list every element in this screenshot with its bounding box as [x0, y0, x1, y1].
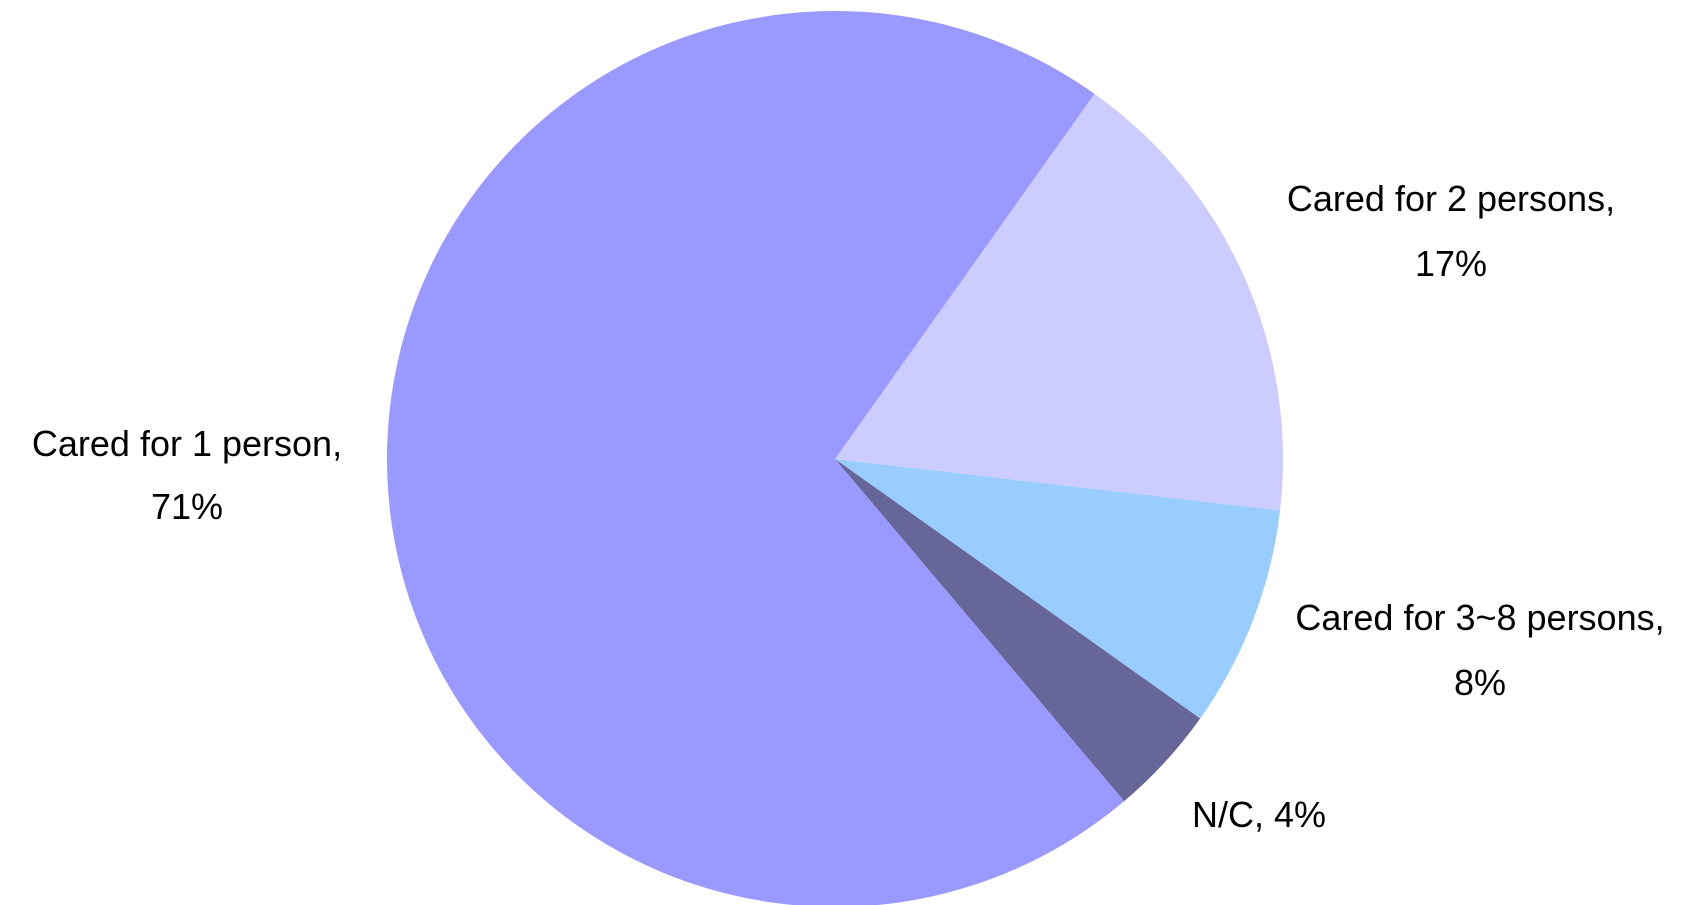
value-label: 4%	[1274, 794, 1326, 835]
pie-slice	[835, 459, 1281, 719]
value-label: 71%	[151, 486, 223, 527]
category-label: Cared for 2 persons,	[1287, 178, 1615, 219]
pie-slice	[387, 11, 1125, 905]
slice-label: N/C, 4%	[1192, 794, 1326, 835]
category-label: N/C,	[1192, 794, 1264, 835]
category-label: Cared for 3~8 persons,	[1295, 597, 1664, 638]
category-label: Cared for 1 person,	[32, 423, 342, 464]
slice-label: Cared for 2 persons, 17%	[1287, 178, 1615, 284]
pie-slice	[835, 459, 1201, 802]
value-label: 8%	[1454, 662, 1506, 703]
pie-slice	[835, 93, 1283, 511]
slice-label: Cared for 3~8 persons, 8%	[1295, 597, 1664, 703]
value-label: 17%	[1415, 243, 1487, 284]
slice-label: Cared for 1 person, 71%	[32, 423, 342, 527]
